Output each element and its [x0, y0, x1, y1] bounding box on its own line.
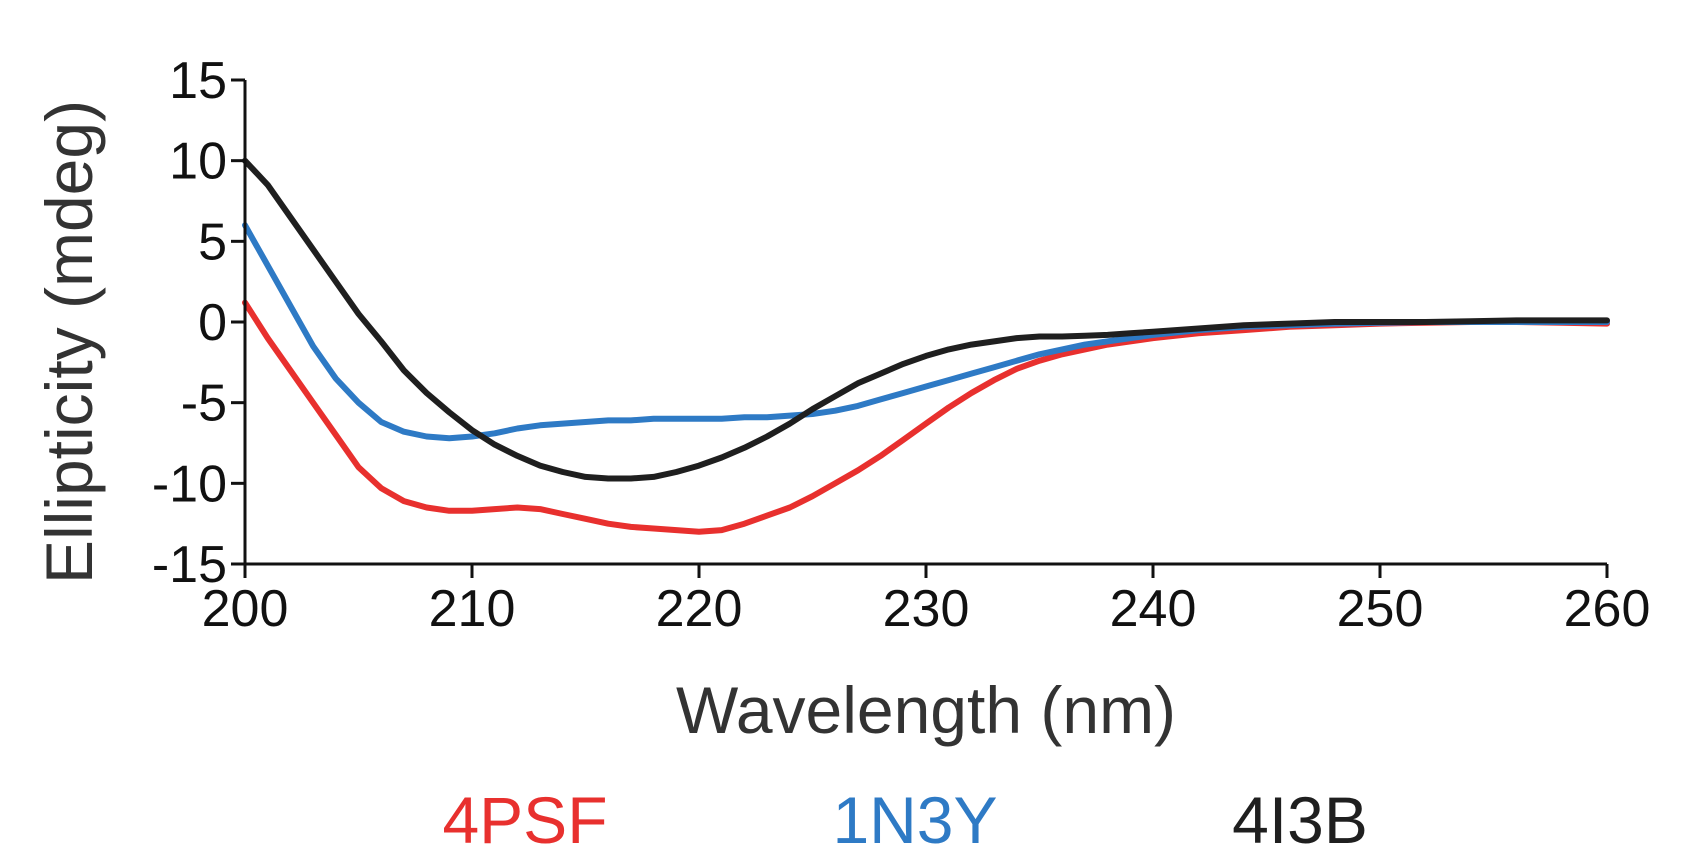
- legend: 4PSF 1N3Y 4I3B: [442, 783, 1367, 857]
- series-line-4i3b: [242, 157, 1610, 482]
- x-tick-label: 220: [656, 580, 743, 638]
- axes: [231, 78, 1609, 578]
- y-tick-label: 15: [169, 52, 227, 110]
- x-tick-label: 200: [202, 580, 289, 638]
- x-tick-label: 250: [1337, 580, 1424, 638]
- legend-item-4psf: 4PSF: [442, 783, 607, 857]
- y-tick-label: -10: [152, 455, 227, 513]
- y-tick-label: 10: [169, 133, 227, 191]
- x-tick-label: 240: [1110, 580, 1197, 638]
- series-line-4psf: [242, 299, 1610, 535]
- y-tick-label: -15: [152, 536, 227, 594]
- x-tick-label: 260: [1564, 580, 1651, 638]
- x-axis-title: Wavelength (nm): [676, 673, 1176, 747]
- y-axis-title: Ellipticity (mdeg): [32, 100, 106, 584]
- y-tick-label: 0: [198, 294, 227, 352]
- y-tick-label: 5: [198, 213, 227, 271]
- legend-item-1n3y: 1N3Y: [832, 783, 997, 857]
- y-tick-label: -5: [181, 375, 227, 433]
- legend-item-4i3b: 4I3B: [1232, 783, 1368, 857]
- x-tick-label: 230: [883, 580, 970, 638]
- plot-lines: [242, 157, 1610, 535]
- x-tick-label: 210: [429, 580, 516, 638]
- series-line-1n3y: [242, 222, 1610, 442]
